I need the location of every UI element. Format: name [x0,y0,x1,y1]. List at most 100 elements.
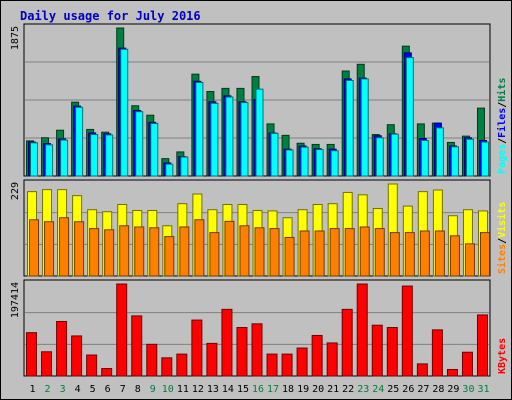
bar-kbytes-day-31 [476,314,488,377]
bar-pages-day-26 [405,57,414,177]
legend-entry: / [497,102,508,108]
bar-sites-day-25 [389,232,400,277]
legend-entry: Sites [496,244,508,274]
bar-kbytes-day-8 [131,315,143,377]
x-tick-label: 21 [327,384,339,395]
x-tick-label: 7 [120,384,126,395]
bar-sites-day-10 [164,236,175,277]
bar-sites-day-21 [329,228,340,277]
bar-pages-day-7 [120,48,129,177]
bar-kbytes-day-17 [266,353,278,377]
x-tick-label: 1 [30,384,36,395]
x-tick-label: 12 [192,384,204,395]
bar-kbytes-day-4 [71,335,83,377]
x-tick-label: 22 [342,384,354,395]
bar-pages-day-1 [30,142,39,177]
bar-pages-day-4 [75,106,84,177]
bar-sites-day-17 [269,228,280,277]
bar-sites-day-4 [74,221,85,277]
bar-kbytes-day-10 [161,357,173,377]
x-tick-label: 25 [387,384,399,395]
bar-sites-day-6 [104,229,115,277]
x-tick-label: 14 [222,384,234,395]
x-tick-label: 18 [282,384,294,395]
x-tick-label: 8 [135,384,141,395]
x-tick-label: 2 [45,384,51,395]
bar-pages-day-17 [270,132,279,177]
bar-sites-day-19 [299,230,310,277]
bar-pages-day-14 [225,96,234,177]
chart-title: Daily usage for July 2016 [20,9,201,23]
bar-sites-day-16 [254,227,265,277]
bar-kbytes-day-28 [431,329,443,377]
bar-sites-day-20 [314,230,325,277]
bar-sites-day-9 [149,227,160,277]
x-tick-label: 28 [432,384,444,395]
bar-pages-day-27 [420,139,429,177]
bar-kbytes-day-26 [401,285,413,377]
bar-sites-day-11 [179,226,190,277]
bar-kbytes-day-27 [416,363,428,377]
bar-pages-day-21 [330,150,339,177]
bar-kbytes-day-18 [281,353,293,377]
bar-pages-day-23 [360,78,369,177]
bar-pages-day-8 [135,111,144,177]
legend-entry: / [497,238,508,244]
x-tick-label: 3 [60,384,66,395]
hits-panel-max-label: 1875 [10,26,21,50]
bar-kbytes-day-24 [371,324,383,377]
bar-kbytes-day-23 [356,283,368,377]
visits-panel-max-label: 229 [10,182,21,200]
bar-pages-day-19 [300,146,309,177]
bar-kbytes-day-14 [221,308,233,377]
bar-pages-day-30 [465,138,474,177]
bar-sites-day-2 [44,221,55,277]
x-tick-label: 26 [402,384,414,395]
bar-sites-day-1 [29,219,40,277]
bar-pages-day-3 [60,139,69,177]
bar-sites-day-27 [419,230,430,277]
x-tick-label: 29 [447,384,459,395]
bar-pages-day-15 [240,102,249,177]
bar-pages-day-11 [180,156,189,177]
x-tick-label: 5 [90,384,96,395]
bar-pages-day-22 [345,79,354,177]
kbytes-panel-legend: KBytes [497,338,508,374]
bar-sites-day-18 [284,236,295,277]
bar-sites-day-3 [59,217,70,277]
legend-entry: Visits [496,202,508,238]
bar-kbytes-day-12 [191,319,203,377]
bar-sites-day-29 [449,235,460,277]
x-tick-label: 11 [177,384,189,395]
x-tick-label: 20 [312,384,324,395]
bar-pages-day-28 [435,127,444,177]
bar-kbytes-day-30 [461,351,473,377]
x-tick-label: 10 [162,384,174,395]
bar-kbytes-day-19 [296,347,308,377]
x-tick-label: 31 [477,384,489,395]
bar-kbytes-day-25 [386,327,398,377]
x-tick-label: 4 [75,384,81,395]
legend-entry: Hits [496,78,508,102]
bar-pages-day-13 [210,102,219,177]
bar-kbytes-day-7 [116,283,128,377]
bar-kbytes-day-20 [311,334,323,377]
x-tick-label: 15 [237,384,249,395]
bar-sites-day-28 [434,230,445,277]
bar-sites-day-15 [239,225,250,277]
x-tick-label: 27 [417,384,429,395]
bar-kbytes-day-22 [341,308,353,377]
x-tick-label: 16 [252,384,264,395]
bar-pages-day-2 [45,144,54,177]
bar-sites-day-13 [209,232,220,277]
bar-sites-day-12 [194,219,205,277]
legend-entry: KBytes [497,338,508,374]
legend-entry: / [497,138,508,144]
bar-kbytes-day-3 [56,320,68,377]
bar-sites-day-24 [374,228,385,277]
kbytes-panel-max-label: 197414 [10,282,21,318]
hits-panel-legend: Pages/Files/Hits [496,78,508,174]
bar-sites-day-5 [89,228,100,277]
x-tick-label: 19 [297,384,309,395]
bar-pages-day-16 [255,88,264,177]
